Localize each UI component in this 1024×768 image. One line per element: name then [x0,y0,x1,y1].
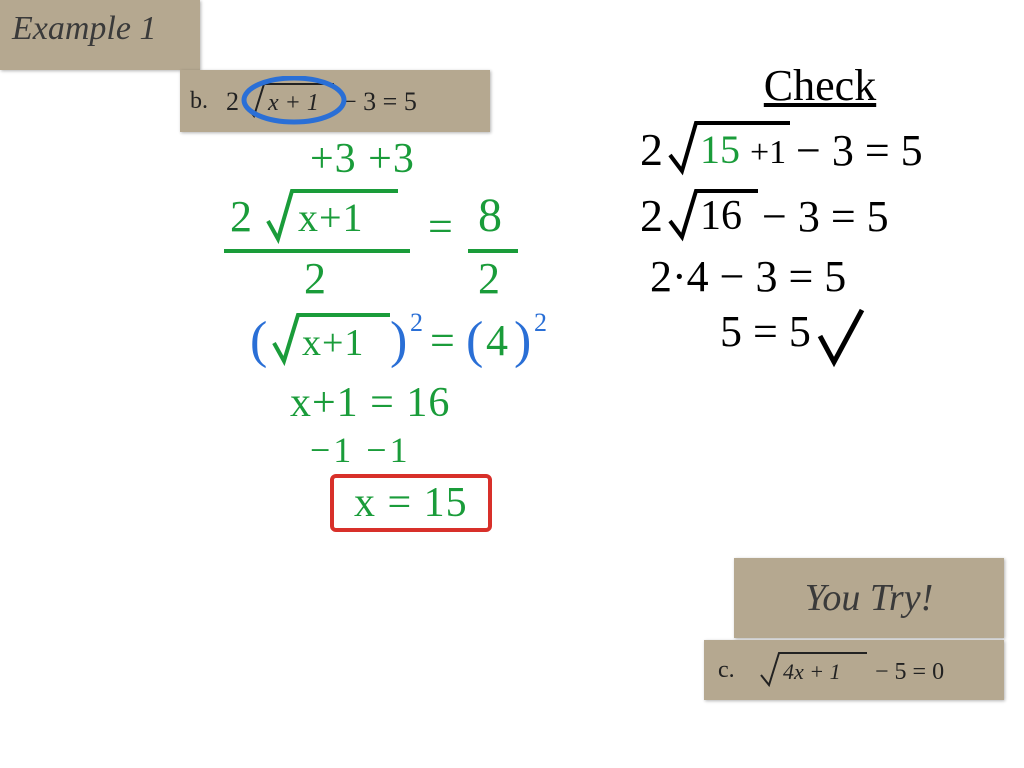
svg-text:8: 8 [478,189,503,242]
svg-text:− 3 = 5: − 3 = 5 [762,192,889,241]
you-try-label: You Try! [734,558,1004,638]
problem-b-letter: b. [190,88,208,115]
check-row1: 2 15 +1 − 3 = 5 [640,117,1000,181]
svg-text:=: = [430,316,456,365]
problem-c: c. 4x + 1 − 5 = 0 [704,640,1004,700]
you-try-text: You Try! [805,576,934,620]
svg-text:2: 2 [410,308,424,337]
svg-text:): ) [514,312,532,369]
svg-text:2: 2 [640,124,663,175]
svg-text:2: 2 [304,254,327,303]
svg-text:=: = [428,202,454,251]
radicand: x + 1 [267,90,319,116]
problem-c-letter: c. [718,657,735,684]
svg-text:4x + 1: 4x + 1 [783,659,841,684]
work-answer: x = 15 [330,479,620,527]
svg-text:x+1: x+1 [302,322,364,364]
svg-text:− 3 = 5: − 3 = 5 [796,126,923,175]
work-answer-text: x = 15 [354,480,468,526]
check-row3: 2·4 − 3 = 5 [650,251,1000,302]
svg-text:(: ( [250,312,268,369]
svg-text:2: 2 [230,192,253,241]
example-label: Example 1 [0,0,200,70]
svg-text:4: 4 [486,316,509,365]
check-row2: 2 16 − 3 = 5 [640,185,1000,247]
rhs: − 3 = 5 [342,87,417,116]
work-step3: ( x+1 ) 2 = ( 4 ) 2 [250,307,620,377]
check-row4: 5 = 5 [720,306,1000,376]
svg-text:2: 2 [534,308,548,337]
svg-text:2: 2 [640,190,663,241]
work-step4: x+1 = 16 [290,379,620,427]
svg-text:(: ( [466,312,484,369]
work-step5: −1 −1 [310,429,620,471]
problem-b-equation: 2 x + 1 − 3 = 5 [226,76,456,126]
check-title: Check [640,60,1000,111]
checkmark-icon [816,306,866,376]
coef-2: 2 [226,87,239,116]
svg-text:− 5 = 0: − 5 = 0 [875,659,944,685]
example-label-text: Example 1 [12,10,156,47]
work-step2: 2 x+1 2 = 8 2 [220,185,620,305]
problem-c-equation: 4x + 1 − 5 = 0 [757,647,987,693]
svg-text:): ) [390,312,408,369]
solution-work: +3 +3 2 x+1 2 = 8 2 ( x+1 ) 2 = ( [220,135,620,529]
svg-text:x+1: x+1 [298,195,364,240]
svg-text:16: 16 [700,193,742,239]
check-work: Check 2 15 +1 − 3 = 5 2 16 − 3 = 5 2·4 −… [640,60,1000,380]
svg-text:15: 15 [700,127,740,172]
problem-b: b. 2 x + 1 − 3 = 5 [180,70,490,132]
svg-text:2: 2 [478,254,501,303]
work-step1: +3 +3 [310,135,620,183]
svg-text:+1: +1 [750,134,786,171]
